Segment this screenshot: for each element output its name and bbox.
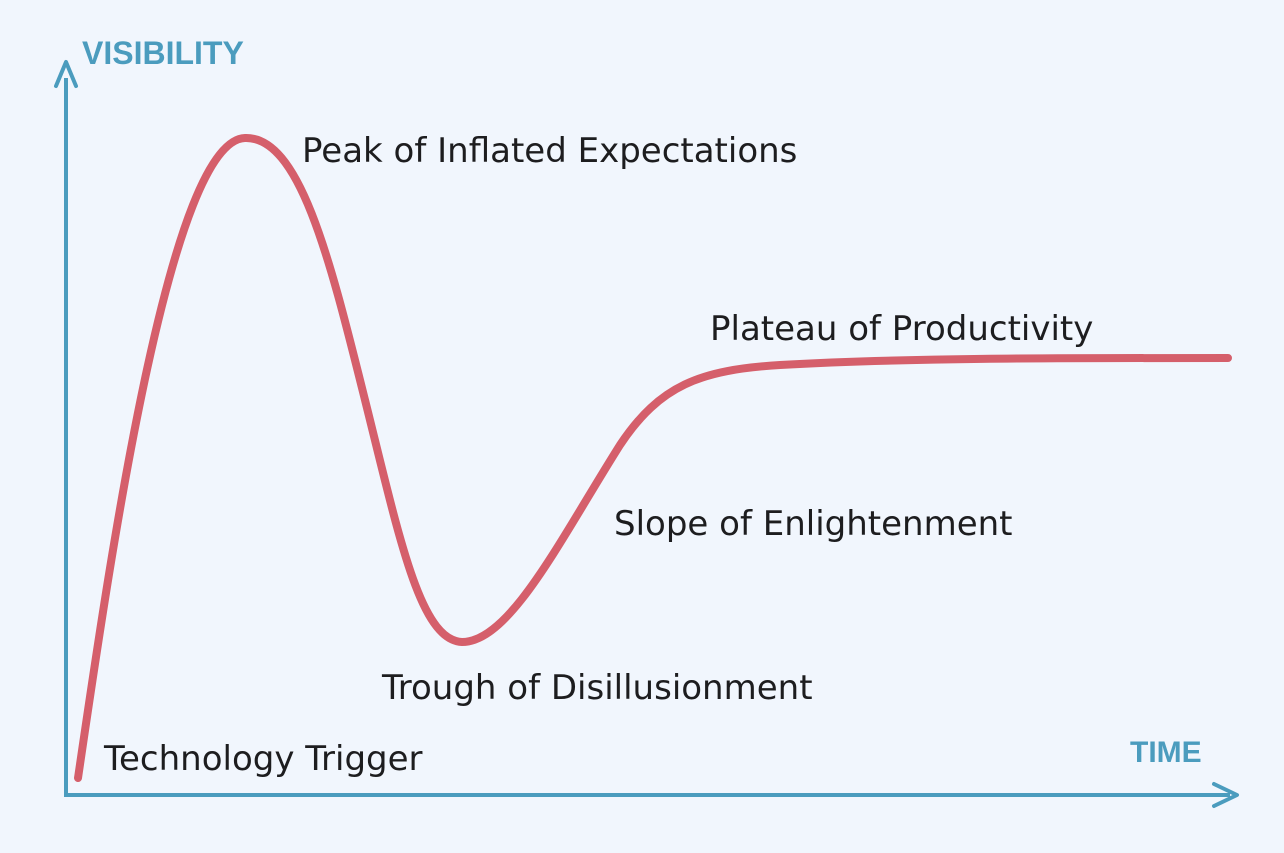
x-axis <box>64 782 1239 808</box>
phase-label-slope: Slope of Enlightenment <box>614 504 1013 544</box>
x-axis-title: TIME <box>1130 736 1202 769</box>
y-axis <box>54 60 78 795</box>
y-axis-arrowhead <box>54 60 78 88</box>
y-axis-title: VISIBILITY <box>82 35 244 71</box>
phase-label-technology-trigger: Technology Trigger <box>103 739 423 779</box>
phase-label-plateau: Plateau of Productivity <box>710 309 1093 349</box>
x-axis-arrowhead <box>1212 782 1239 808</box>
phase-label-peak: Peak of Inflated Expectations <box>302 131 797 171</box>
hype-curve <box>74 133 1232 782</box>
phase-label-trough: Trough of Disillusionment <box>381 668 813 708</box>
